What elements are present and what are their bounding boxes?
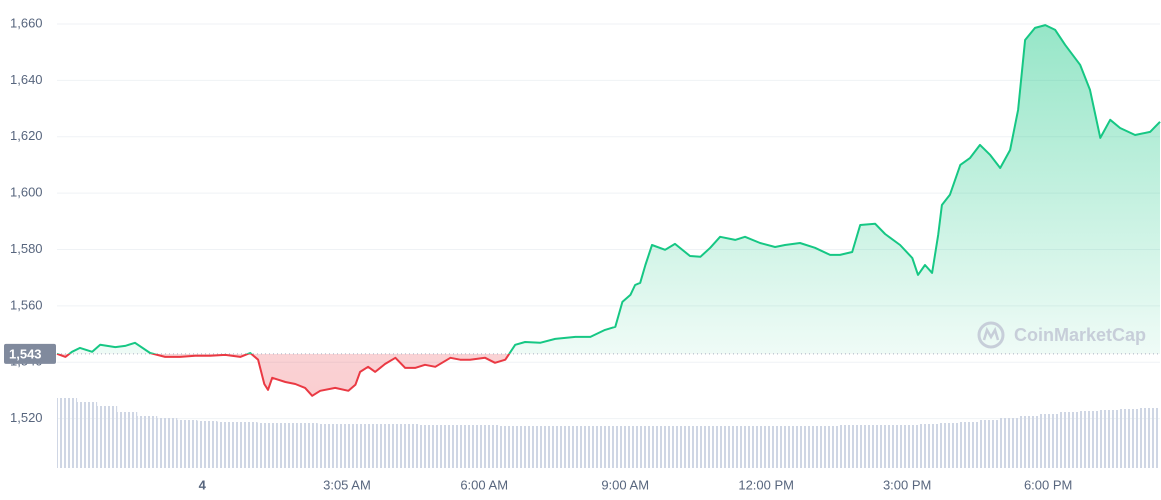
volume-bar <box>117 412 138 468</box>
volume-bar <box>698 426 719 468</box>
volume-bar <box>638 426 659 468</box>
volume-bar <box>899 425 920 468</box>
volume-bar <box>678 426 699 468</box>
volume-bar <box>177 420 198 468</box>
volume-bar <box>137 416 158 468</box>
volume-bar <box>758 426 779 468</box>
x-tick-label: 6:00 AM <box>460 477 508 492</box>
watermark-logo-mark <box>982 326 1000 341</box>
area-down <box>57 353 1160 396</box>
volume-bar <box>297 423 318 468</box>
volume-bar <box>337 424 358 468</box>
y-tick-label: 1,520 <box>10 410 43 425</box>
volume-bar <box>498 426 519 468</box>
volume-bar <box>538 426 559 468</box>
volume-bar <box>979 420 1000 468</box>
volume-bar <box>237 422 258 468</box>
volume-bar <box>57 398 78 468</box>
volume-bar <box>438 425 459 468</box>
volume-bar <box>1099 410 1120 468</box>
volume-bar <box>738 426 759 468</box>
price-line-down <box>56 353 511 397</box>
volume-bar <box>819 426 840 468</box>
volume-bar <box>919 424 940 468</box>
watermark-text: CoinMarketCap <box>1014 325 1146 345</box>
price-line <box>56 24 1161 354</box>
volume-bar <box>658 426 679 468</box>
baseline-label: 1,543 <box>9 346 42 361</box>
volume-bar <box>518 426 539 468</box>
volume-bar <box>879 425 900 468</box>
volume-bar <box>377 424 398 468</box>
x-tick-label: 6:00 PM <box>1024 477 1072 492</box>
y-tick-label: 1,560 <box>10 297 43 312</box>
volume-bar <box>417 425 439 468</box>
volume-bar <box>1039 414 1060 468</box>
volume-bar <box>1079 411 1100 468</box>
y-tick-label: 1,660 <box>10 15 43 30</box>
volume-bar <box>1059 412 1080 468</box>
volume-bar <box>478 425 499 468</box>
volume-bar <box>618 426 639 468</box>
volume-bar <box>598 426 619 468</box>
x-tick-label: 4 <box>199 477 207 492</box>
volume-bar <box>839 425 860 468</box>
volume-bar <box>558 426 579 468</box>
y-tick-label: 1,620 <box>10 128 43 143</box>
volume-bar <box>97 406 118 468</box>
volume-bar <box>1119 409 1140 468</box>
volume-bar <box>859 425 880 468</box>
volume-bar <box>217 422 238 468</box>
x-tick-label: 9:00 AM <box>601 477 649 492</box>
volume-bar <box>257 423 278 468</box>
volume-bar <box>718 426 739 468</box>
volume-bar <box>939 423 960 468</box>
x-tick-label: 12:00 PM <box>738 477 794 492</box>
y-tick-label: 1,580 <box>10 241 43 256</box>
volume-bar <box>999 418 1020 468</box>
volume-bar <box>397 424 418 468</box>
watermark-logo <box>977 321 1005 349</box>
y-tick-label: 1,600 <box>10 185 43 200</box>
volume-bar <box>197 421 218 468</box>
x-tick-label: 3:05 AM <box>323 477 371 492</box>
volume-bar <box>959 422 980 468</box>
volume-bar <box>277 423 298 468</box>
volume-bar <box>357 424 378 468</box>
volume-bar <box>1139 408 1160 468</box>
area-up <box>57 25 1160 354</box>
volume-bar <box>799 426 820 468</box>
volume-bar <box>578 426 599 468</box>
volume-bar <box>77 402 98 468</box>
watermark: CoinMarketCap <box>977 321 1146 349</box>
baseline-label-box <box>4 343 56 364</box>
y-tick-label: 1,640 <box>10 72 43 87</box>
volume-bar <box>778 426 800 468</box>
volume-bar <box>1019 416 1040 468</box>
volume-bar <box>458 425 479 468</box>
volume-bar <box>157 418 178 468</box>
x-tick-label: 3:00 PM <box>883 477 931 492</box>
volume-bar <box>317 424 338 468</box>
